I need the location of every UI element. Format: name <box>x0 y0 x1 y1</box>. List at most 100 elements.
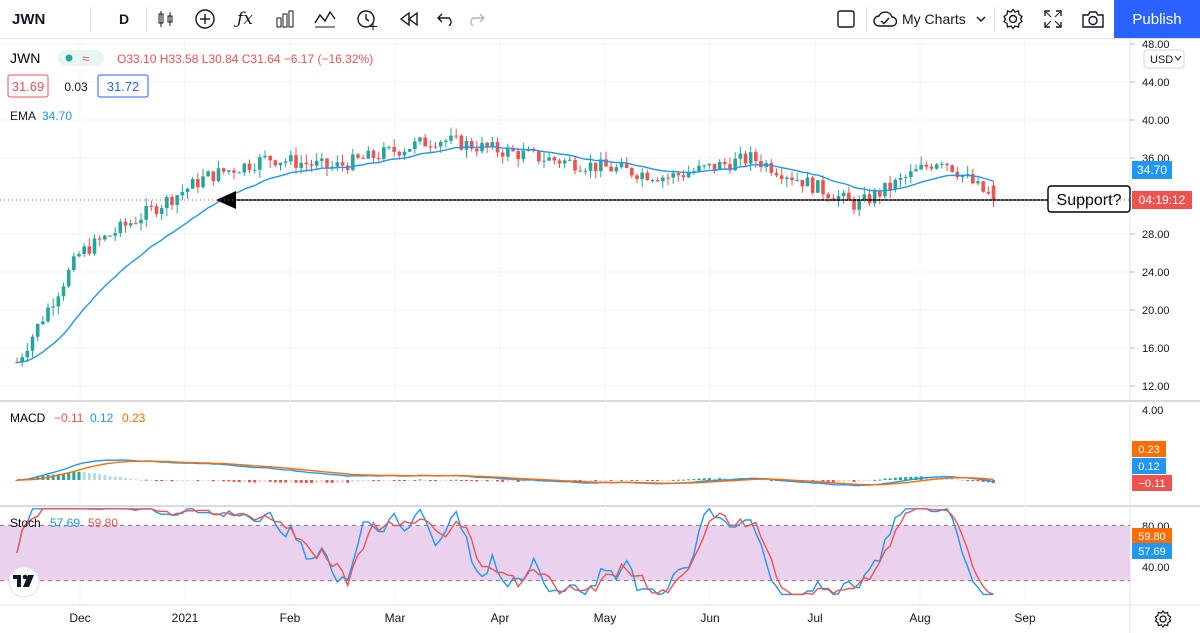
stoch-k-badge: 57.69 <box>1132 543 1172 559</box>
candle-body <box>945 163 949 166</box>
add-indicator-icon[interactable] <box>192 0 218 38</box>
macd-histogram-bar <box>506 480 510 482</box>
compare-bars-icon[interactable] <box>272 0 298 38</box>
candle-body <box>810 177 815 193</box>
candle-body <box>268 155 272 161</box>
legend-symbol[interactable]: JWN <box>10 50 40 66</box>
cloud-icon[interactable] <box>872 0 898 38</box>
candle-body <box>221 168 226 172</box>
price-tick-label: 40.00 <box>1142 115 1170 127</box>
macd-histogram-bar <box>527 480 530 482</box>
macd-histogram-bar <box>645 480 649 481</box>
gear-icon[interactable] <box>1000 0 1026 38</box>
candle-body <box>418 137 422 142</box>
macd-line-value: 0.12 <box>90 411 114 425</box>
layout-square-icon[interactable] <box>834 0 858 38</box>
macd-label[interactable]: MACD <box>10 411 46 425</box>
templates-icon[interactable] <box>312 0 338 38</box>
macd-histogram-bar <box>366 480 370 481</box>
macd-histogram-bar <box>180 480 184 482</box>
currency-selector[interactable]: USD <box>1143 49 1185 69</box>
gear-icon[interactable] <box>1154 610 1172 628</box>
alert-clock-icon[interactable] <box>354 0 380 38</box>
candle-body <box>878 190 882 197</box>
replay-icon[interactable] <box>396 0 422 38</box>
price-tick-label: 48.00 <box>1142 39 1170 51</box>
candle-body <box>898 177 903 180</box>
countdown-badge: 04:19:12 <box>1132 191 1192 209</box>
candle-body <box>728 164 732 171</box>
candle-body <box>790 177 794 181</box>
macd-histogram-bar <box>702 478 706 480</box>
candle-body <box>697 165 701 172</box>
candle-body <box>872 190 877 204</box>
stoch-label[interactable]: Stoch <box>10 516 41 530</box>
candle-body <box>25 350 30 358</box>
macd-histogram-bar <box>583 480 587 482</box>
publish-button[interactable]: Publish <box>1114 0 1200 38</box>
candle-body <box>547 157 551 161</box>
candle-body <box>981 181 985 192</box>
macd-histogram-bar <box>868 480 871 481</box>
candle-body <box>847 192 851 200</box>
toolbar-divider <box>994 7 995 31</box>
macd-histogram-bar <box>852 480 856 482</box>
time-tick-label: Sep <box>1014 611 1036 625</box>
ema-legend-label[interactable]: EMA <box>10 109 36 123</box>
candle-body <box>258 157 262 170</box>
chart-area[interactable]: Support? JWN ≈ O33.10 H33.58 L30.84 C31.… <box>0 39 1200 633</box>
wave-icon: ≈ <box>82 51 89 66</box>
macd-histogram-bar <box>372 480 375 481</box>
camera-icon[interactable] <box>1080 0 1106 38</box>
redo-icon[interactable] <box>464 0 488 38</box>
macd-histogram-bar <box>77 471 81 480</box>
candle-body <box>459 135 464 150</box>
my-charts-button[interactable]: My Charts <box>902 11 966 27</box>
candle-body <box>454 135 458 137</box>
macd-histogram-bar <box>206 480 210 481</box>
candle-body <box>97 238 102 240</box>
candle-body <box>335 162 340 167</box>
candle-body <box>702 165 706 167</box>
support-callout[interactable]: Support? <box>1047 185 1131 213</box>
macd-histogram-bar <box>335 480 339 483</box>
candle-body <box>206 171 210 177</box>
macd-histogram-bar <box>671 479 675 481</box>
candle-body <box>41 321 45 325</box>
macd-histogram-bar <box>490 480 494 482</box>
macd-histogram-bar <box>878 479 882 481</box>
candle-body <box>139 219 143 224</box>
candle-body <box>826 194 830 199</box>
macd-histogram-bar <box>713 478 716 480</box>
macd-histogram-bar <box>614 480 618 481</box>
indicators-fx-icon[interactable]: ƒx <box>237 9 253 29</box>
symbol-search-button[interactable]: JWN <box>12 10 46 28</box>
candle-body <box>516 151 520 160</box>
macd-histogram-bar <box>893 477 897 480</box>
macd-histogram-bar <box>170 480 174 482</box>
time-axis[interactable]: Dec 2021 Feb Mar Apr May Jun Jul Aug Sep <box>69 611 1036 625</box>
candle-body <box>955 171 960 178</box>
ask-price: 31.72 <box>107 79 140 94</box>
candle-body <box>144 205 148 220</box>
ask-box[interactable] <box>97 74 149 98</box>
fullscreen-icon[interactable] <box>1040 0 1066 38</box>
candle-body <box>35 324 40 337</box>
candle-body <box>573 159 577 171</box>
bid-box[interactable] <box>7 74 49 98</box>
candle-body <box>717 161 722 170</box>
undo-icon[interactable] <box>434 0 458 38</box>
interval-button[interactable]: D <box>118 11 130 27</box>
candle-body <box>304 162 309 165</box>
macd-histogram-bar <box>594 480 598 482</box>
macd-signal-value: 0.23 <box>122 411 146 425</box>
candles-icon[interactable] <box>154 0 178 38</box>
candle-body <box>630 168 634 176</box>
market-status-pill[interactable] <box>58 50 104 66</box>
candle-body <box>779 175 784 179</box>
candle-body <box>118 221 123 234</box>
macd-axis-tick: 4.00 <box>1142 405 1163 417</box>
chevron-down-icon[interactable] <box>974 0 988 38</box>
candle-body <box>903 177 908 179</box>
candle-body <box>490 141 495 147</box>
